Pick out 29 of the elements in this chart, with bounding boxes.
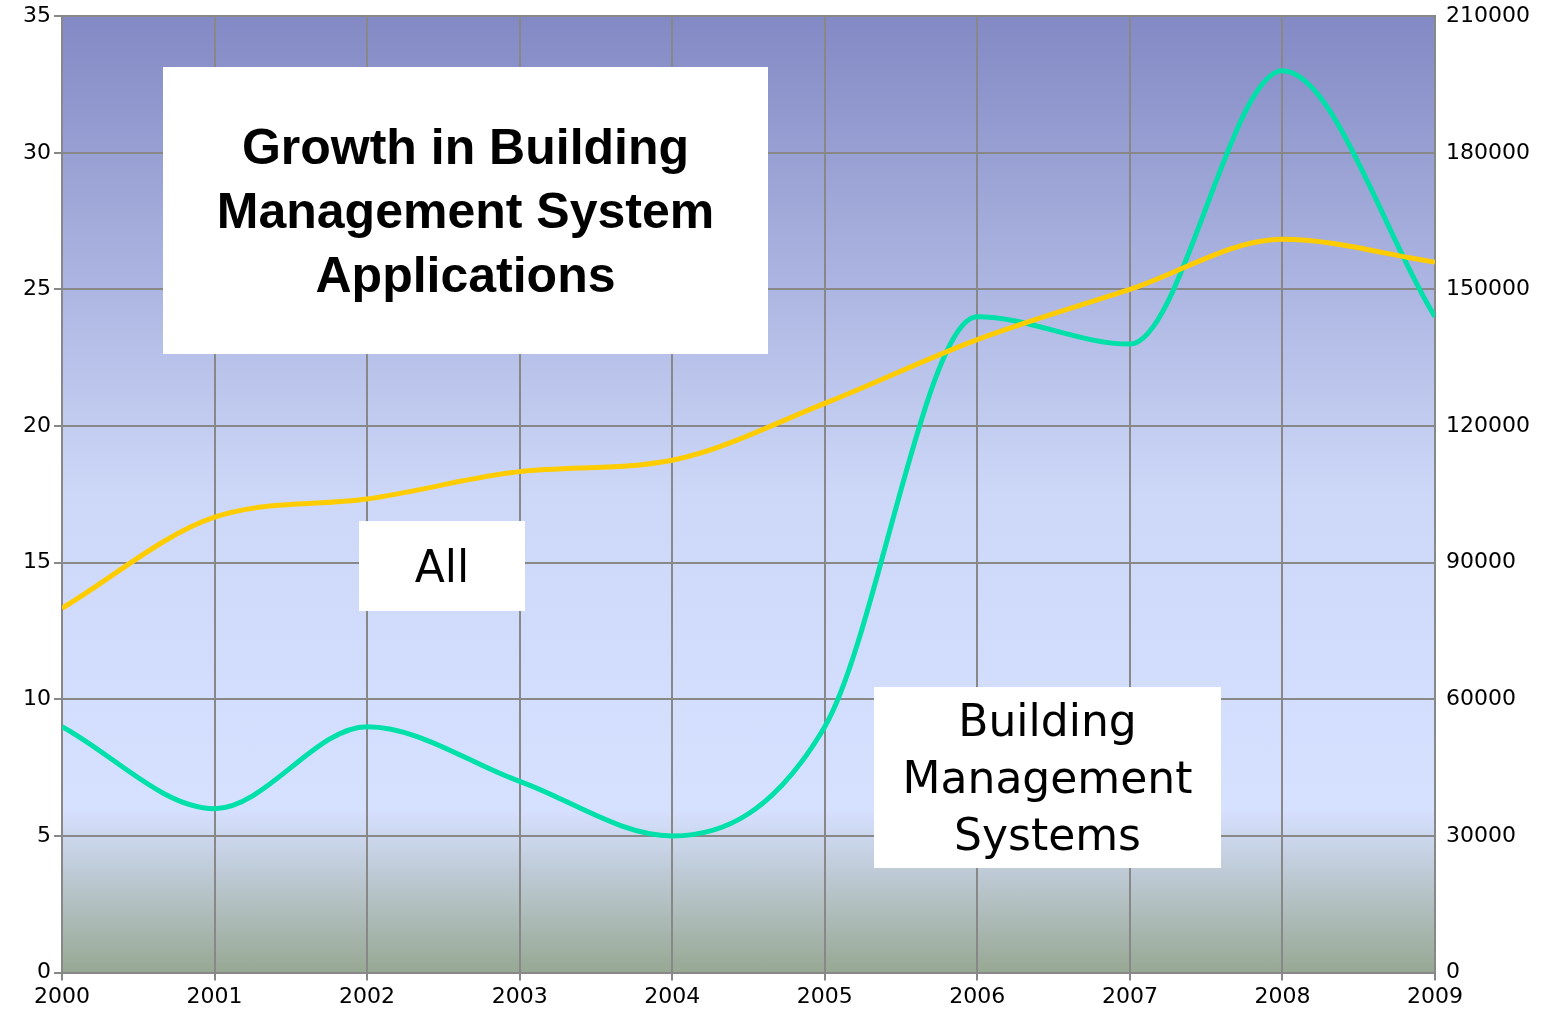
x-tick-label: 2000 [33, 982, 90, 1008]
x-tick-label: 2004 [644, 982, 701, 1008]
y2-tick-label: 210000 [1446, 1, 1530, 27]
text: Growth in Building Management System Applications [163, 67, 768, 354]
y2-tick-label: 60000 [1446, 685, 1517, 711]
x-tick-label: 2008 [1254, 982, 1311, 1008]
x-tick-label: 2001 [186, 982, 243, 1008]
y-tick-label: 20 [22, 411, 51, 437]
x-tick-label: 2009 [1407, 982, 1464, 1008]
x-tick-label: 2006 [949, 982, 1006, 1008]
x-tick-label: 2005 [796, 982, 853, 1008]
y2-tick-label: 150000 [1446, 275, 1530, 301]
y-tick-label: 15 [22, 548, 51, 574]
y2-tick-label: 0 [1446, 958, 1461, 984]
y2-tick-label: 30000 [1446, 821, 1517, 847]
y-tick-label: 0 [36, 958, 51, 984]
y-tick-label: 30 [22, 138, 51, 164]
y-tick-label: 25 [22, 275, 51, 301]
x-tick-label: 2002 [339, 982, 396, 1008]
y-tick-label: 5 [36, 821, 51, 847]
y2-tick-label: 180000 [1446, 138, 1530, 164]
x-tick-label: 2003 [491, 982, 548, 1008]
y-tick-label: 10 [22, 685, 51, 711]
x-tick-label: 2007 [1101, 982, 1158, 1008]
series-label: Building Management Systems [874, 687, 1221, 868]
y-tick-label: 35 [22, 1, 51, 27]
series-label: All [359, 521, 525, 611]
y2-tick-label: 90000 [1446, 548, 1517, 574]
y2-tick-label: 120000 [1446, 411, 1530, 437]
